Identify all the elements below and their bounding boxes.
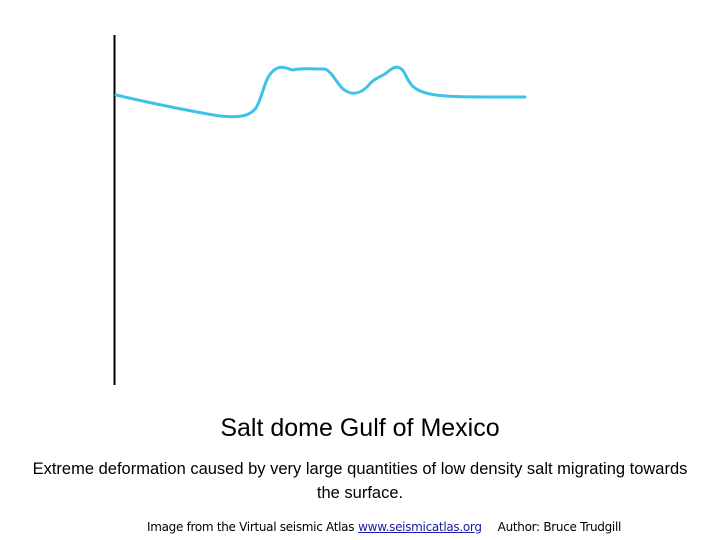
- salt-dome-horizon: [114, 65, 527, 119]
- credit-link[interactable]: www.seismicatlas.org: [358, 520, 482, 534]
- credit: Image from the Virtual seismic Atlas www.…: [147, 520, 621, 534]
- credit-source: Image from the Virtual seismic Atlas: [147, 520, 355, 534]
- credit-author: Author: Bruce Trudgill: [497, 520, 622, 534]
- slide-title: Salt dome Gulf of Mexico: [220, 414, 500, 442]
- caption: Extreme deformation caused by very large…: [32, 460, 688, 502]
